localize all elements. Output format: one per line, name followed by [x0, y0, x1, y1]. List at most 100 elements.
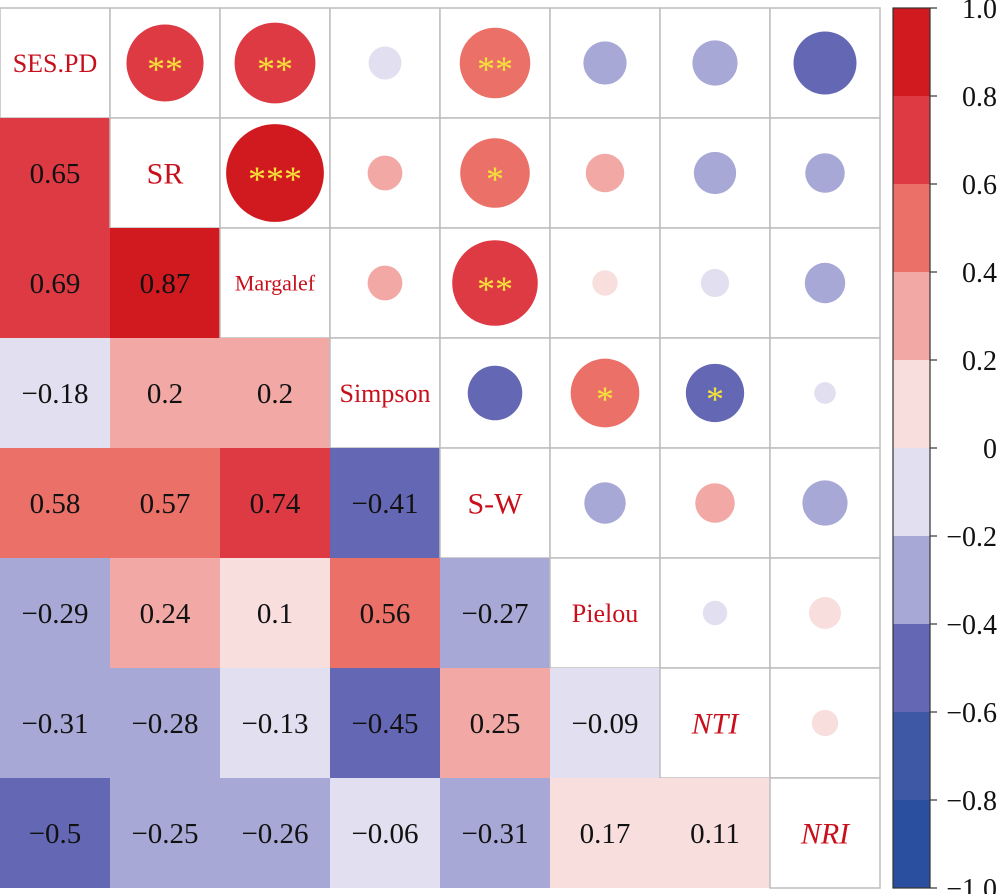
value-label: 0.65 — [30, 158, 81, 190]
correlation-circle — [702, 600, 728, 626]
value-cell — [0, 338, 110, 448]
value-cell — [550, 668, 660, 778]
value-cell — [330, 558, 440, 668]
significance-stars: ** — [257, 49, 293, 89]
value-label: −0.28 — [131, 708, 198, 740]
correlation-circle — [583, 41, 627, 85]
correlation-circle — [570, 358, 640, 428]
matrix-cells: SES.PD ** ** **0.65 SR *** *0.69 0.87 Margalef **… — [0, 7, 881, 889]
colorbar-segment — [893, 536, 930, 625]
correlation-circle — [692, 40, 738, 86]
value-label: 0.2 — [147, 378, 183, 410]
value-cell — [220, 448, 330, 558]
variable-label: S-W — [468, 488, 524, 521]
value-cell — [220, 668, 330, 778]
colorbar-segment — [893, 272, 930, 361]
correlation-circle — [126, 24, 204, 102]
value-label: −0.29 — [21, 598, 88, 630]
value-label: −0.13 — [241, 708, 308, 740]
diagonal-cell — [659, 667, 771, 779]
correlation-circle — [685, 363, 745, 423]
value-cell — [0, 668, 110, 778]
value-cell — [220, 778, 330, 888]
value-cell — [110, 228, 220, 338]
correlation-circle — [811, 709, 839, 737]
value-label: −0.41 — [351, 488, 418, 520]
correlation-circle — [367, 155, 403, 191]
value-label: −0.06 — [351, 818, 418, 850]
value-label: −0.25 — [131, 818, 198, 850]
value-cell — [0, 448, 110, 558]
value-cell — [0, 228, 110, 338]
significance-stars: * — [596, 379, 614, 419]
correlation-circle — [234, 22, 316, 104]
value-label: 0.87 — [140, 268, 191, 300]
correlation-circle — [467, 365, 523, 421]
variable-label: NTI — [691, 708, 741, 741]
colorbar-tick-label: 1.0 — [962, 0, 997, 25]
variable-label: Pielou — [572, 599, 638, 628]
variable-label: NRI — [800, 818, 851, 851]
value-cell — [0, 778, 110, 888]
value-label: 0.17 — [580, 818, 631, 850]
value-cell — [440, 558, 550, 668]
value-label: −0.5 — [29, 818, 82, 850]
correlation-circle — [226, 124, 324, 222]
colorbar-segment — [893, 800, 930, 889]
correlation-circle — [805, 153, 845, 193]
value-cell — [660, 778, 770, 888]
colorbar-segment — [893, 8, 930, 97]
colorbar-segment — [893, 448, 930, 537]
value-cell — [0, 558, 110, 668]
colorbar-tick-label: −1.0 — [946, 874, 997, 894]
diagonal-cell — [219, 227, 331, 339]
value-label: 0.58 — [30, 488, 81, 520]
value-label: 0.74 — [250, 488, 301, 520]
significance-stars: ** — [477, 269, 513, 309]
colorbar: 1.0 0.8 0.6 0.4 0.2 0 −0.2 −0.4 −0.6 −0.8 −1.0 — [892, 0, 997, 894]
significance-stars: * — [486, 159, 504, 199]
value-label: −0.31 — [461, 818, 528, 850]
value-cell — [440, 778, 550, 888]
value-label: −0.26 — [241, 818, 308, 850]
colorbar-tick-label: 0 — [983, 434, 997, 465]
correlation-circle — [592, 270, 618, 296]
correlation-circle — [368, 46, 402, 80]
value-label: 0.56 — [360, 598, 411, 630]
colorbar-segment — [893, 360, 930, 449]
value-label: 0.69 — [30, 268, 81, 300]
correlation-circle — [459, 27, 531, 99]
diagonal-cell — [549, 557, 661, 669]
colorbar-segment — [893, 184, 930, 273]
correlation-circle — [695, 483, 735, 523]
colorbar-tick-label: 0.8 — [962, 82, 997, 113]
correlation-circle — [700, 268, 730, 298]
variable-label: Simpson — [339, 379, 430, 408]
significance-stars: *** — [248, 159, 302, 199]
value-label: −0.31 — [21, 708, 88, 740]
significance-stars: ** — [147, 49, 183, 89]
diagonal-cell — [769, 777, 881, 889]
diagonal-cell — [439, 447, 551, 559]
colorbar-tick-label: 0.2 — [962, 346, 997, 377]
value-cell — [110, 778, 220, 888]
correlation-circle — [585, 153, 625, 193]
colorbar-segment — [893, 624, 930, 713]
colorbar-tick-label: 0.4 — [962, 258, 997, 289]
correlation-circle — [367, 265, 403, 301]
value-label: 0.57 — [140, 488, 191, 520]
colorbar-segment — [893, 712, 930, 801]
value-cell — [330, 778, 440, 888]
value-cell — [220, 338, 330, 448]
colorbar-tick-label: −0.4 — [946, 610, 997, 641]
value-label: −0.09 — [571, 708, 638, 740]
value-cell — [440, 668, 550, 778]
value-label: 0.2 — [257, 378, 293, 410]
significance-stars: * — [706, 379, 724, 419]
correlation-circle — [584, 482, 626, 524]
correlation-circle — [804, 262, 846, 304]
value-label: −0.27 — [461, 598, 528, 630]
colorbar-tick-label: −0.6 — [946, 698, 997, 729]
variable-label: SR — [147, 158, 184, 191]
